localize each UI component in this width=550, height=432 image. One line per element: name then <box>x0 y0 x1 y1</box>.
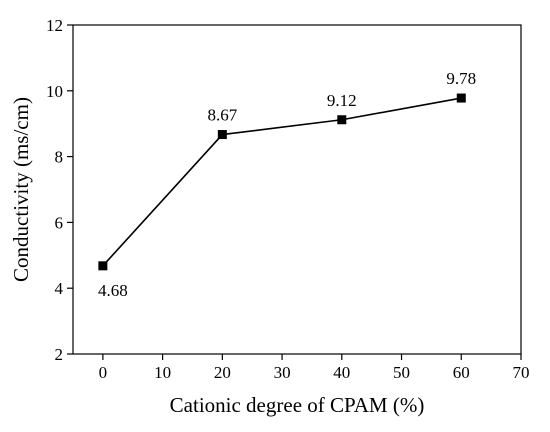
data-label: 8.67 <box>207 106 237 125</box>
y-tick-label: 2 <box>55 345 64 364</box>
x-tick-label: 20 <box>214 363 231 382</box>
x-tick-label: 0 <box>99 363 108 382</box>
y-tick-label: 4 <box>55 279 64 298</box>
ticks: 0 10 20 30 40 50 60 70 2 4 6 8 10 12 <box>46 16 530 382</box>
data-point <box>98 261 108 271</box>
x-tick-label: 50 <box>393 363 410 382</box>
y-axis-title: Conductivity (ms/cm) <box>9 97 33 282</box>
y-tick-label: 8 <box>55 148 64 167</box>
data-point <box>337 115 347 125</box>
x-tick-label: 30 <box>274 363 291 382</box>
plot-frame <box>72 24 522 355</box>
data-labels: 4.68 8.67 9.12 9.78 <box>98 69 476 300</box>
x-tick-label: 70 <box>513 363 530 382</box>
series-line <box>102 97 462 267</box>
data-label: 9.12 <box>327 91 357 110</box>
x-tick-label: 60 <box>453 363 470 382</box>
x-tick-label: 10 <box>154 363 171 382</box>
data-label: 4.68 <box>98 281 128 300</box>
data-point <box>456 93 466 103</box>
data-label: 9.78 <box>446 69 476 88</box>
x-tick-label: 40 <box>333 363 350 382</box>
y-tick-label: 6 <box>55 213 64 232</box>
data-point <box>217 130 227 140</box>
x-axis-title: Cationic degree of CPAM (%) <box>170 393 425 417</box>
y-tick-label: 10 <box>46 82 63 101</box>
series <box>98 93 466 271</box>
axes <box>72 24 522 355</box>
y-tick-label: 12 <box>46 16 63 35</box>
